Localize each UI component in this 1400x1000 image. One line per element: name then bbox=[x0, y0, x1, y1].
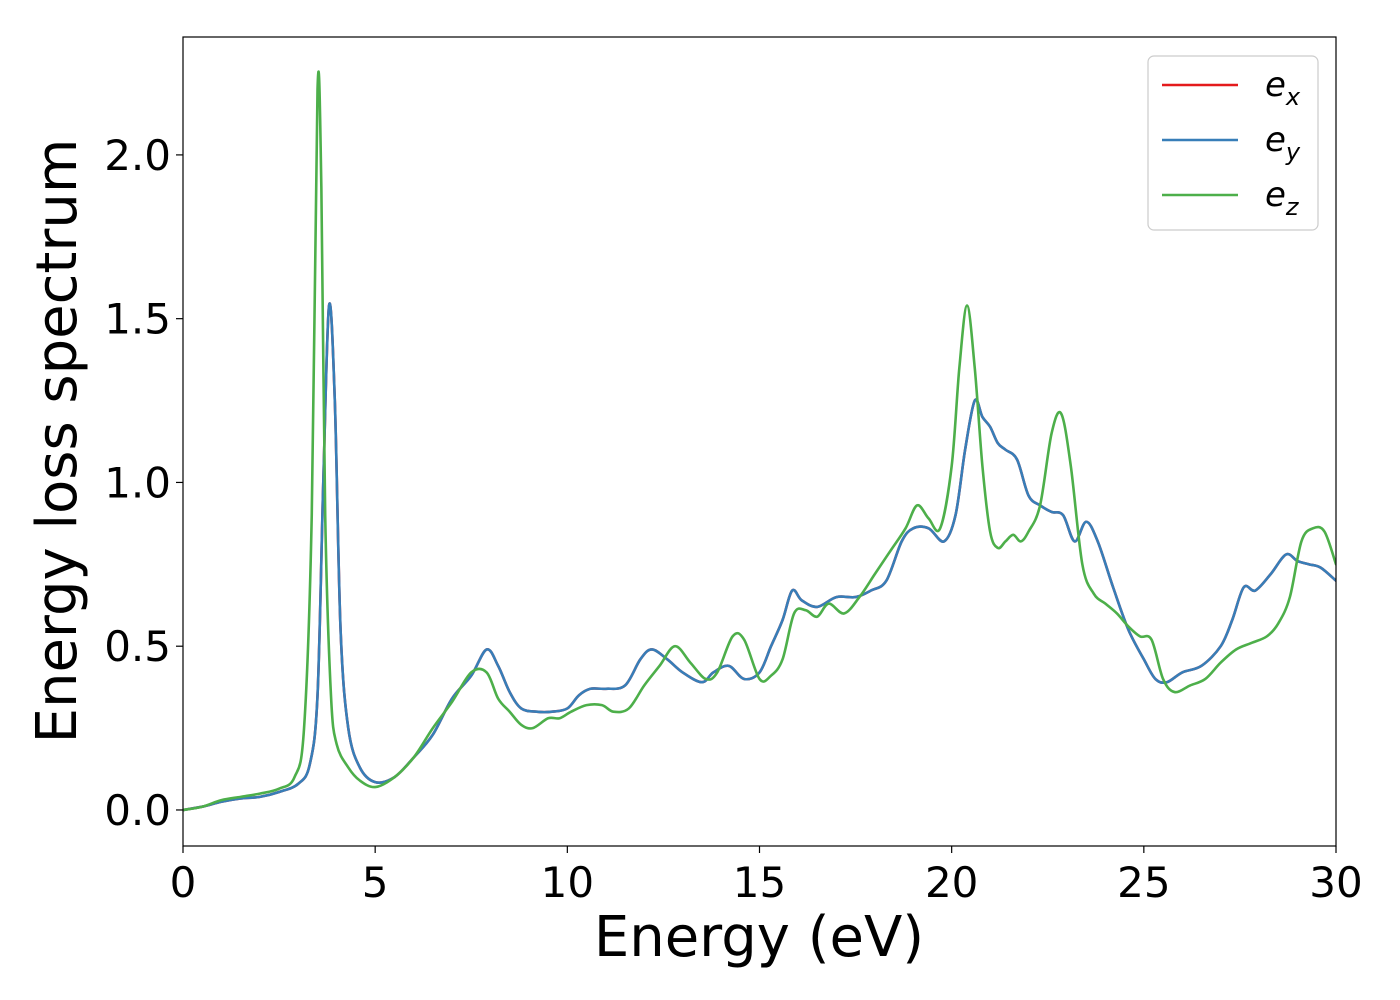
series-line-ex bbox=[183, 302, 1336, 812]
x-tick-label: 10 bbox=[541, 858, 594, 907]
x-axis-title: Energy (eV) bbox=[594, 905, 924, 970]
x-tick-label: 30 bbox=[1309, 858, 1362, 907]
legend-label: ex bbox=[1265, 65, 1301, 111]
y-axis-title: Energy loss spectrum bbox=[25, 139, 90, 744]
x-tick-label: 20 bbox=[925, 858, 978, 907]
y-tick-label: 1.5 bbox=[104, 295, 171, 344]
x-tick-label: 15 bbox=[733, 858, 786, 907]
x-tick-label: 25 bbox=[1117, 858, 1170, 907]
legend-frame bbox=[1147, 55, 1319, 231]
series-line-ez bbox=[183, 70, 1336, 812]
y-tick-label: 1.0 bbox=[104, 458, 171, 507]
y-tick-label: 0.0 bbox=[104, 786, 171, 835]
x-axis-ticks: 0 5 10 15 20 25 30 bbox=[170, 846, 1363, 907]
series-line-ey bbox=[183, 302, 1336, 812]
y-tick-label: 0.5 bbox=[104, 622, 171, 671]
y-axis-ticks: 0.0 0.5 1.0 1.5 2.0 bbox=[104, 131, 183, 835]
series-layer bbox=[183, 70, 1336, 812]
y-tick-label: 2.0 bbox=[104, 131, 171, 180]
legend-label: ey bbox=[1265, 120, 1301, 166]
x-tick-label: 5 bbox=[362, 858, 389, 907]
x-tick-label: 0 bbox=[170, 858, 197, 907]
